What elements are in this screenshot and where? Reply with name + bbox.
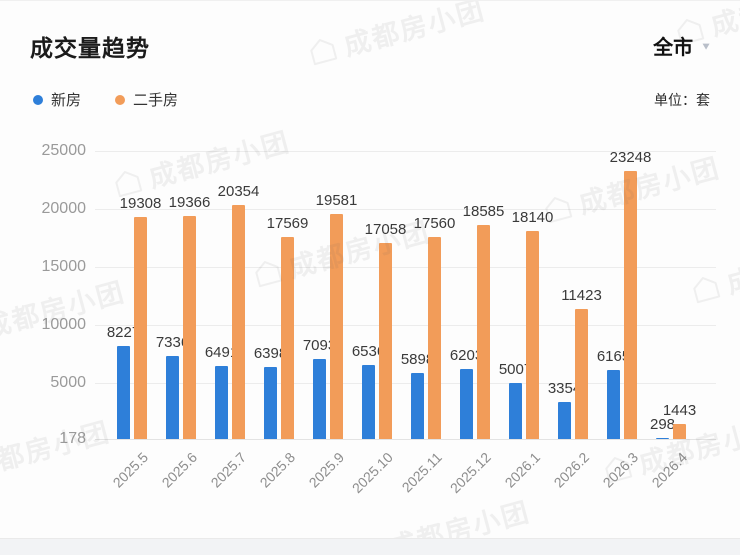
bar-resale (330, 213, 343, 439)
value-label-new-home: 5007 (498, 360, 533, 378)
value-label-new-home: 3354 (547, 380, 582, 398)
bar-resale (134, 217, 147, 439)
x-axis-line (95, 439, 716, 440)
bar-resale (428, 237, 441, 439)
bar-resale (624, 171, 637, 439)
bar-new-home (509, 382, 522, 439)
value-label-resale: 17560 (413, 215, 456, 233)
bar-new-home (264, 366, 277, 439)
legend-label-new-home: 新房 (51, 92, 82, 109)
value-label-resale: 19308 (119, 195, 162, 213)
bar-new-home (607, 369, 620, 439)
gridline (95, 209, 716, 210)
bar-new-home (166, 355, 179, 439)
value-label-new-home: 5898 (400, 350, 435, 368)
x-axis-tick-label: 2026.2 (550, 449, 593, 491)
bar-resale (232, 204, 245, 439)
bar-resale (379, 243, 392, 439)
value-label-resale: 17058 (364, 221, 407, 239)
x-axis-tick-label: 2025.9 (305, 449, 348, 491)
x-axis-tick-label: 2026.4 (648, 449, 691, 491)
region-selector[interactable]: 全市 ▼ (653, 31, 712, 60)
legend-label-resale: 二手房 (133, 92, 179, 109)
value-label-new-home: 7336 (155, 333, 190, 351)
bar-resale (575, 308, 588, 439)
new-home-dot-icon (33, 94, 43, 105)
value-label-resale: 11423 (561, 286, 602, 304)
gridline (95, 267, 716, 269)
bar-resale (673, 424, 686, 439)
y-axis-tick-label: 5000 (50, 374, 86, 392)
gridline (95, 383, 716, 385)
value-label-new-home: 298 (649, 415, 676, 433)
bar-new-home (117, 345, 130, 439)
value-label-resale: 18140 (511, 208, 554, 226)
value-label-new-home: 6536 (351, 343, 386, 361)
bar-new-home (215, 365, 228, 439)
value-label-new-home: 6203 (449, 347, 484, 365)
value-label-new-home: 8227 (106, 323, 141, 341)
y-axis-tick-label: 10000 (41, 316, 87, 334)
x-axis-tick-label: 2025.8 (256, 449, 299, 491)
y-axis-tick-label: 15000 (41, 258, 87, 276)
unit-label: 单位：套 (654, 92, 710, 108)
bar-new-home (313, 358, 326, 439)
value-label-resale: 1443 (662, 402, 697, 420)
value-label-resale: 17569 (266, 215, 309, 233)
resale-dot-icon (115, 94, 126, 105)
bar-new-home (460, 369, 473, 439)
gridline (95, 325, 716, 327)
chart-legend: 新房 二手房 (33, 89, 178, 110)
value-label-new-home: 6491 (204, 343, 239, 361)
bar-resale (526, 230, 539, 439)
y-axis-tick-label: 20000 (41, 200, 87, 217)
bar-new-home (656, 437, 669, 439)
legend-item-new-home[interactable]: 新房 (33, 89, 81, 110)
y-axis-tick-label: 178 (59, 430, 86, 447)
x-axis-tick-label: 2025.5 (109, 449, 152, 491)
x-axis-tick-label: 2025.6 (158, 449, 201, 491)
value-label-new-home: 7093 (302, 336, 337, 354)
bar-resale (477, 225, 490, 439)
value-label-new-home: 6165 (596, 347, 631, 365)
bar-new-home (411, 372, 424, 439)
x-axis-tick-label: 2025.10 (349, 449, 397, 497)
bar-new-home (362, 365, 375, 439)
gridline (95, 151, 716, 152)
legend-item-resale[interactable]: 二手房 (115, 89, 178, 110)
x-axis-tick-label: 2025.7 (207, 449, 250, 491)
x-axis-tick-label: 2025.11 (398, 449, 446, 496)
bar-resale (183, 216, 196, 439)
y-axis-tick-label: 25000 (41, 142, 87, 159)
value-label-resale: 23248 (609, 149, 652, 167)
page-title: 成交量趋势 (30, 35, 150, 61)
card-bottom-divider (0, 538, 740, 555)
value-label-resale: 20354 (217, 182, 260, 200)
value-label-new-home: 6398 (253, 344, 288, 362)
chevron-down-icon: ▼ (700, 39, 712, 52)
x-axis-tick-label: 2026.1 (501, 449, 544, 491)
bar-resale (281, 237, 294, 439)
value-label-resale: 19581 (315, 191, 358, 209)
value-label-resale: 19366 (168, 194, 211, 212)
x-axis-tick-label: 2026.3 (599, 449, 642, 491)
region-selector-value[interactable]: 全市 (653, 37, 694, 59)
bar-new-home (558, 402, 571, 439)
value-label-resale: 18585 (462, 203, 505, 221)
x-axis-tick-label: 2025.12 (447, 449, 495, 497)
